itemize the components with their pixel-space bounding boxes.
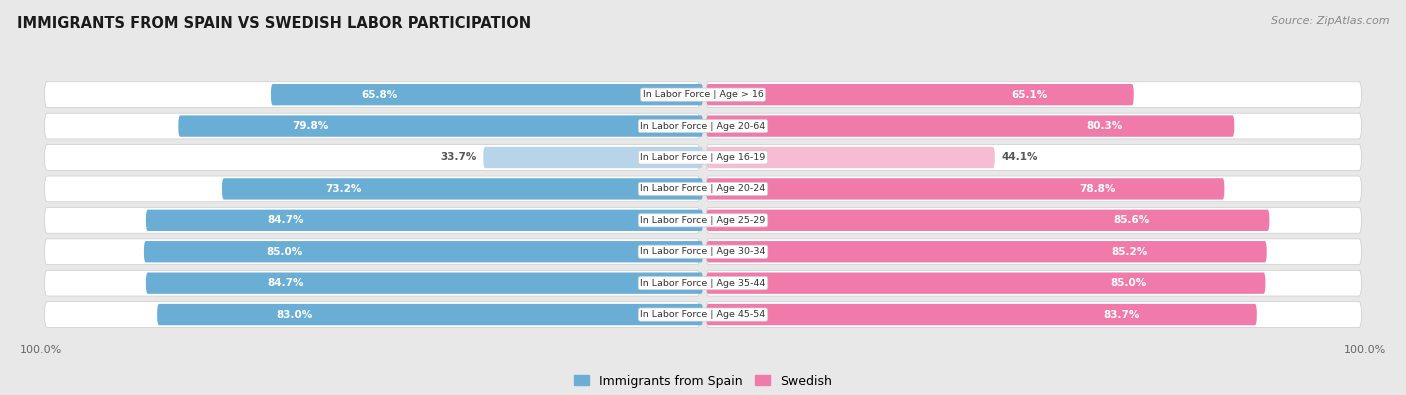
Text: IMMIGRANTS FROM SPAIN VS SWEDISH LABOR PARTICIPATION: IMMIGRANTS FROM SPAIN VS SWEDISH LABOR P… bbox=[17, 16, 531, 31]
FancyBboxPatch shape bbox=[706, 241, 1267, 262]
Text: In Labor Force | Age 16-19: In Labor Force | Age 16-19 bbox=[640, 153, 766, 162]
FancyBboxPatch shape bbox=[706, 178, 1225, 199]
Text: 85.2%: 85.2% bbox=[1111, 247, 1147, 257]
Text: 33.7%: 33.7% bbox=[440, 152, 477, 162]
FancyBboxPatch shape bbox=[143, 241, 703, 262]
FancyBboxPatch shape bbox=[706, 176, 1361, 202]
Text: In Labor Force | Age 30-34: In Labor Force | Age 30-34 bbox=[640, 247, 766, 256]
FancyBboxPatch shape bbox=[222, 178, 703, 199]
FancyBboxPatch shape bbox=[271, 84, 703, 105]
FancyBboxPatch shape bbox=[706, 273, 1265, 294]
FancyBboxPatch shape bbox=[706, 147, 995, 168]
FancyBboxPatch shape bbox=[45, 113, 700, 139]
FancyBboxPatch shape bbox=[706, 302, 1361, 327]
Legend: Immigrants from Spain, Swedish: Immigrants from Spain, Swedish bbox=[569, 370, 837, 393]
FancyBboxPatch shape bbox=[157, 304, 703, 325]
Text: In Labor Force | Age 45-54: In Labor Force | Age 45-54 bbox=[640, 310, 766, 319]
Text: 84.7%: 84.7% bbox=[267, 215, 304, 225]
FancyBboxPatch shape bbox=[45, 302, 700, 327]
Text: 85.0%: 85.0% bbox=[266, 247, 302, 257]
FancyBboxPatch shape bbox=[706, 82, 1361, 107]
Text: 85.6%: 85.6% bbox=[1114, 215, 1149, 225]
Text: In Labor Force | Age 20-24: In Labor Force | Age 20-24 bbox=[640, 184, 766, 194]
FancyBboxPatch shape bbox=[706, 304, 1257, 325]
Text: 84.7%: 84.7% bbox=[267, 278, 304, 288]
FancyBboxPatch shape bbox=[706, 207, 1361, 233]
FancyBboxPatch shape bbox=[45, 176, 700, 202]
Text: In Labor Force | Age 25-29: In Labor Force | Age 25-29 bbox=[640, 216, 766, 225]
Text: 78.8%: 78.8% bbox=[1080, 184, 1115, 194]
FancyBboxPatch shape bbox=[45, 145, 700, 170]
Text: Source: ZipAtlas.com: Source: ZipAtlas.com bbox=[1271, 16, 1389, 26]
Text: 83.0%: 83.0% bbox=[277, 310, 312, 320]
FancyBboxPatch shape bbox=[706, 113, 1361, 139]
FancyBboxPatch shape bbox=[179, 115, 703, 137]
Text: 65.8%: 65.8% bbox=[361, 90, 398, 100]
Text: 80.3%: 80.3% bbox=[1087, 121, 1123, 131]
FancyBboxPatch shape bbox=[706, 210, 1270, 231]
FancyBboxPatch shape bbox=[706, 145, 1361, 170]
FancyBboxPatch shape bbox=[706, 84, 1133, 105]
Text: In Labor Force | Age 35-44: In Labor Force | Age 35-44 bbox=[640, 278, 766, 288]
FancyBboxPatch shape bbox=[706, 270, 1361, 296]
Text: 44.1%: 44.1% bbox=[1001, 152, 1038, 162]
Text: 83.7%: 83.7% bbox=[1104, 310, 1140, 320]
FancyBboxPatch shape bbox=[45, 239, 700, 265]
Text: 73.2%: 73.2% bbox=[325, 184, 361, 194]
Text: 65.1%: 65.1% bbox=[1011, 90, 1047, 100]
FancyBboxPatch shape bbox=[706, 115, 1234, 137]
FancyBboxPatch shape bbox=[146, 210, 703, 231]
FancyBboxPatch shape bbox=[45, 270, 700, 296]
Text: In Labor Force | Age > 16: In Labor Force | Age > 16 bbox=[643, 90, 763, 99]
Text: 85.0%: 85.0% bbox=[1109, 278, 1146, 288]
FancyBboxPatch shape bbox=[706, 239, 1361, 265]
FancyBboxPatch shape bbox=[45, 207, 700, 233]
FancyBboxPatch shape bbox=[146, 273, 703, 294]
FancyBboxPatch shape bbox=[45, 82, 700, 107]
Text: 79.8%: 79.8% bbox=[292, 121, 329, 131]
FancyBboxPatch shape bbox=[484, 147, 703, 168]
Text: In Labor Force | Age 20-64: In Labor Force | Age 20-64 bbox=[640, 122, 766, 131]
